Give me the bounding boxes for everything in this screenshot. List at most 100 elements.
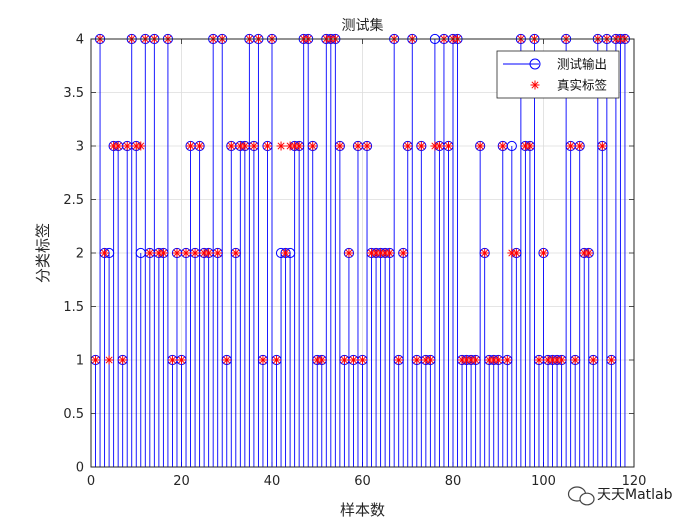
true-label-point [104,355,114,365]
true-label-point [231,248,241,258]
true-label-point [222,355,232,365]
output-point [230,247,241,259]
true-label-point [502,355,512,365]
y-tick-label: 1 [76,354,84,369]
output-point [416,140,427,152]
asterisk-stroke [137,142,145,150]
asterisk-stroke [318,356,326,364]
asterisk-stroke [119,356,127,364]
true-label-point [475,141,485,151]
output-point [479,247,490,259]
asterisk-stroke [272,356,281,364]
legend-asterisk-icon [530,80,540,90]
true-label-point [317,355,327,365]
true-label-point [226,141,236,151]
asterisk-stroke [105,356,113,364]
true-label-point [213,248,223,258]
true-label-point [172,248,182,258]
asterisk-stroke [499,142,507,150]
asterisk-stroke [168,356,176,364]
true-label-point [575,141,585,151]
asterisk-stroke [91,356,100,364]
asterisk-stroke [358,356,367,364]
asterisk-stroke [395,356,403,364]
true-label-point [167,355,177,365]
asterisk-stroke [250,142,258,150]
asterisk-stroke [191,249,199,257]
legend-label-test-output: 测试输出 [557,57,607,72]
legend: 测试输出 真实标签 [496,50,620,99]
true-label-point [240,141,250,151]
true-label-point [308,141,318,151]
asterisk-stroke [349,356,357,364]
x-tick-label: 120 [622,474,647,489]
asterisk-stroke [114,142,122,150]
true-label-point [480,248,490,258]
true-label-point [606,355,616,365]
asterisk-stroke [576,142,584,150]
asterisk-stroke [589,356,597,364]
true-label-point [186,141,196,151]
output-point [280,247,291,259]
asterisk-stroke [567,142,575,150]
true-label-point [272,355,282,365]
output-point [343,247,355,259]
asterisk-stroke [531,81,539,89]
y-tick-labels: 0 0.5 1 1.5 2 2.5 3 3.5 4 [63,33,84,476]
true-label-point [181,248,191,258]
asterisk-stroke [223,356,231,364]
output-point [588,354,599,366]
asterisk-stroke [476,142,484,150]
asterisk-stroke [159,249,167,257]
output-point [393,354,404,366]
asterisk-stroke [345,249,353,257]
asterisk-stroke [177,356,186,364]
asterisk-stroke [526,142,534,150]
asterisk-stroke [295,142,303,150]
true-label-point [434,141,444,151]
true-label-point [362,141,372,151]
output-point [271,354,282,366]
axes-box [90,38,635,468]
output-point [334,140,345,152]
asterisk-stroke [481,249,489,257]
true-label-point [258,355,268,365]
x-tick-labels: 0 20 40 60 80 100 120 [87,474,647,489]
x-tick-label: 80 [445,474,462,489]
asterisk-stroke [187,142,195,150]
true-label-point [136,141,146,151]
asterisk-stroke [277,142,285,150]
asterisk-stroke [585,249,593,257]
true-label-point [588,355,598,365]
true-label-point [204,248,214,258]
output-point [475,140,486,152]
asterisk-stroke [340,356,348,364]
asterisk-stroke [598,142,606,150]
asterisk-stroke [386,249,394,257]
asterisk-stroke [241,142,249,150]
asterisk-stroke [196,142,204,150]
legend-box [496,50,620,99]
true-label-point [570,355,580,365]
true-label-point [281,248,291,258]
true-label-point [394,355,404,365]
output-point [402,140,413,152]
asterisk-stroke [494,356,502,364]
asterisk-stroke [399,249,407,257]
wechat-icon [567,486,595,506]
true-label-point [118,355,128,365]
asterisk-stroke [512,249,520,257]
true-label-point [348,355,358,365]
asterisk-stroke [123,142,131,150]
output-point [597,140,608,152]
true-label-point [335,141,345,151]
y-tick-label: 2.5 [63,193,84,208]
asterisk-stroke [232,249,240,257]
true-label-point [262,141,272,151]
y-tick-label: 1.5 [63,300,84,315]
true-label-point [91,355,101,365]
y-tick-label: 2 [76,247,84,262]
y-axis-label: 分类标签 [34,223,52,283]
wechat-bubble-small [579,492,595,506]
